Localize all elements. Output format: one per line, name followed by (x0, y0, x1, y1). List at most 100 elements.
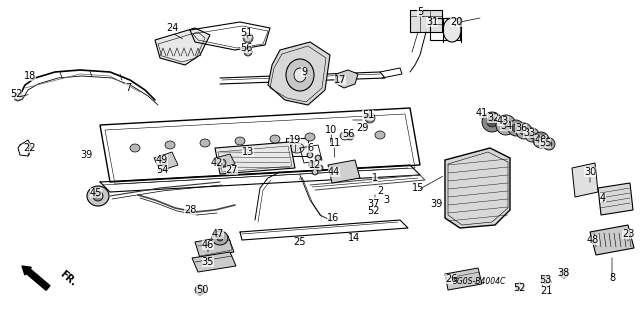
Text: 56: 56 (240, 43, 252, 53)
Ellipse shape (217, 235, 223, 241)
Ellipse shape (290, 143, 304, 153)
Ellipse shape (195, 285, 205, 295)
Ellipse shape (346, 132, 354, 140)
Ellipse shape (305, 133, 315, 141)
Text: 39: 39 (430, 199, 442, 209)
Ellipse shape (482, 112, 502, 132)
Polygon shape (328, 160, 360, 183)
Text: 45: 45 (90, 188, 102, 198)
Ellipse shape (212, 231, 228, 245)
Text: 51: 51 (362, 110, 374, 120)
Ellipse shape (537, 136, 545, 144)
Text: 54: 54 (156, 165, 168, 175)
Text: 17: 17 (334, 75, 346, 85)
Text: 56: 56 (342, 129, 354, 139)
Text: 2: 2 (377, 186, 383, 196)
Ellipse shape (218, 159, 226, 167)
Ellipse shape (315, 155, 321, 161)
Text: 38: 38 (557, 268, 569, 278)
Ellipse shape (309, 162, 315, 168)
Polygon shape (598, 183, 633, 215)
Ellipse shape (496, 115, 516, 135)
Ellipse shape (512, 124, 520, 132)
Ellipse shape (501, 120, 511, 130)
Text: 19: 19 (289, 135, 301, 145)
Text: 3: 3 (383, 195, 389, 205)
Ellipse shape (130, 144, 140, 152)
Text: 32: 32 (487, 113, 499, 123)
Text: 7: 7 (125, 83, 131, 93)
Text: 41: 41 (476, 108, 488, 118)
Text: 40: 40 (535, 135, 547, 145)
Ellipse shape (340, 132, 350, 140)
Text: 26: 26 (445, 274, 457, 284)
Ellipse shape (14, 93, 22, 101)
Text: 13: 13 (242, 147, 254, 157)
Ellipse shape (160, 160, 166, 166)
Ellipse shape (525, 128, 539, 142)
Polygon shape (445, 268, 482, 290)
Ellipse shape (93, 191, 103, 201)
Text: 25: 25 (294, 237, 307, 247)
Ellipse shape (200, 139, 210, 147)
Ellipse shape (560, 270, 568, 278)
Text: 11: 11 (329, 138, 341, 148)
Polygon shape (192, 252, 236, 272)
Ellipse shape (244, 48, 252, 56)
Text: 55: 55 (539, 138, 551, 148)
Text: 1: 1 (372, 173, 378, 183)
Bar (430, 18, 460, 40)
Text: 48: 48 (587, 235, 599, 245)
Text: 21: 21 (540, 286, 552, 296)
FancyArrow shape (22, 266, 50, 290)
Ellipse shape (337, 76, 343, 82)
Ellipse shape (508, 120, 524, 136)
Text: 51: 51 (240, 28, 252, 38)
Text: 22: 22 (24, 143, 36, 153)
Polygon shape (155, 28, 210, 65)
Text: 44: 44 (328, 167, 340, 177)
Text: 4: 4 (600, 193, 606, 203)
Text: 39: 39 (80, 150, 92, 160)
Text: 52: 52 (10, 89, 22, 99)
Text: 50: 50 (196, 285, 208, 295)
Ellipse shape (516, 283, 524, 291)
Ellipse shape (270, 135, 280, 143)
Text: 43: 43 (497, 116, 509, 126)
Text: 9: 9 (301, 67, 307, 77)
Text: 31: 31 (426, 17, 438, 27)
Text: 33: 33 (523, 128, 535, 138)
Polygon shape (195, 236, 234, 258)
Text: 27: 27 (226, 165, 238, 175)
Text: FR.: FR. (58, 268, 78, 288)
Text: 49: 49 (156, 155, 168, 165)
Text: 42: 42 (211, 158, 223, 168)
Text: SG0S-B4004C: SG0S-B4004C (453, 278, 507, 286)
Text: 46: 46 (202, 240, 214, 250)
Polygon shape (590, 225, 634, 255)
Ellipse shape (520, 127, 528, 135)
Text: 37: 37 (367, 199, 379, 209)
Ellipse shape (546, 141, 552, 147)
Ellipse shape (529, 131, 536, 138)
Text: 6: 6 (307, 143, 313, 153)
Ellipse shape (487, 117, 497, 127)
Polygon shape (268, 42, 330, 105)
Bar (410, 10, 442, 32)
Ellipse shape (443, 18, 461, 42)
Ellipse shape (294, 68, 306, 82)
Polygon shape (154, 152, 178, 171)
Text: 28: 28 (184, 205, 196, 215)
Polygon shape (572, 163, 598, 197)
Ellipse shape (286, 59, 314, 91)
Text: 12: 12 (309, 160, 321, 170)
Text: 8: 8 (609, 273, 615, 283)
Text: 47: 47 (212, 229, 224, 239)
Text: 10: 10 (325, 125, 337, 135)
Ellipse shape (235, 137, 245, 145)
Ellipse shape (533, 132, 549, 148)
Text: 5: 5 (417, 7, 423, 17)
Polygon shape (215, 142, 295, 174)
Text: 53: 53 (539, 275, 551, 285)
Ellipse shape (543, 138, 555, 150)
